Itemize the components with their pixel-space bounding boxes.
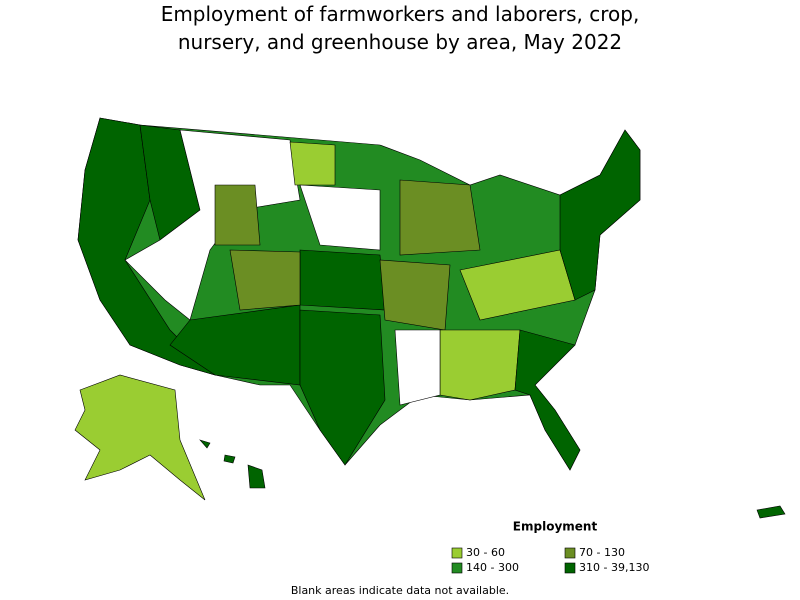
region [559, 129, 641, 301]
note: Blank areas indicate data not available. [291, 584, 509, 597]
legend-title: Employment [513, 520, 598, 534]
region [289, 141, 336, 186]
puerto-rico [756, 505, 786, 519]
blank-region [394, 329, 441, 406]
legend-label: 310 - 39,130 [579, 561, 649, 574]
region [169, 304, 301, 386]
hawaii [199, 439, 266, 489]
legend-swatch [451, 562, 463, 574]
region [299, 249, 386, 311]
region [399, 179, 481, 256]
region [439, 329, 521, 401]
island [199, 439, 211, 449]
legend: Employment 30 - 60 70 - 130 140 - 300 31… [451, 520, 649, 574]
island [223, 454, 236, 464]
legend-label: 140 - 300 [466, 561, 519, 574]
blank-region [299, 184, 381, 251]
region [379, 259, 451, 331]
region [514, 329, 581, 471]
region [214, 184, 261, 246]
legend-label: 70 - 130 [579, 546, 625, 559]
region [299, 309, 386, 466]
title-line: nursery, and greenhouse by area, May 202… [178, 30, 622, 54]
title-line: Employment of farmworkers and laborers, … [161, 2, 640, 26]
island [247, 464, 266, 489]
us-map [77, 117, 641, 471]
alaska [74, 374, 206, 501]
legend-swatch [451, 547, 463, 559]
legend-swatch [564, 562, 576, 574]
legend-swatch [564, 547, 576, 559]
legend-label: 30 - 60 [466, 546, 505, 559]
region [229, 249, 301, 311]
